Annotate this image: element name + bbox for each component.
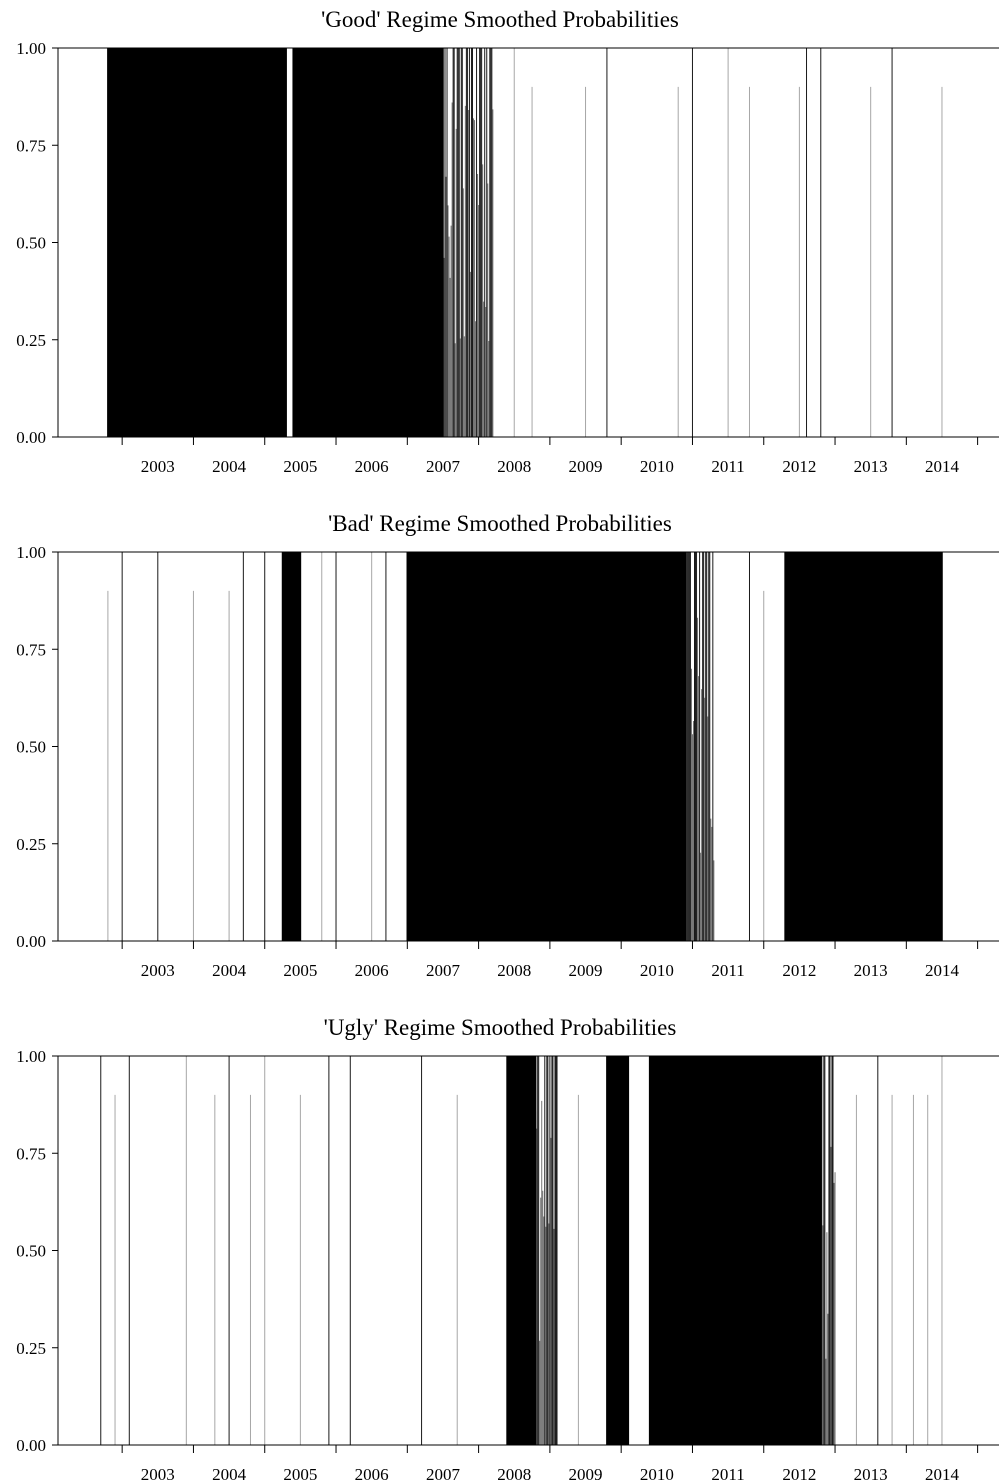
chart-panel-3: 'Ugly' Regime Smoothed Probabilities 0.00… (16, 1015, 999, 1483)
y-tick-label: 1.00 (16, 1047, 46, 1066)
x-tick-label: 2007 (426, 961, 461, 980)
x-tick-label: 2009 (569, 1465, 603, 1483)
x-tick-label: 2010 (640, 961, 674, 980)
x-tick-label: 2006 (355, 457, 389, 476)
x-tick-label: 2008 (497, 961, 531, 980)
x-tick-label: 2011 (711, 457, 744, 476)
y-tick-label: 0.00 (16, 428, 46, 447)
x-tick-label: 2006 (355, 1465, 389, 1483)
chart-title: 'Ugly' Regime Smoothed Probabilities (324, 1015, 677, 1040)
x-tick-label: 2007 (426, 457, 461, 476)
x-tick-label: 2013 (854, 961, 888, 980)
x-tick-label: 2011 (711, 961, 744, 980)
y-tick-label: 0.75 (16, 640, 46, 659)
x-tick-label: 2003 (141, 457, 175, 476)
x-tick-label: 2012 (782, 961, 816, 980)
y-tick-label: 1.00 (16, 543, 46, 562)
y-tick-label: 0.00 (16, 1436, 46, 1455)
x-tick-label: 2008 (497, 1465, 531, 1483)
x-tick-label: 2013 (854, 1465, 888, 1483)
x-tick-label: 2011 (711, 1465, 744, 1483)
x-tick-label: 2012 (782, 457, 816, 476)
x-tick-label: 2012 (782, 1465, 816, 1483)
y-tick-label: 0.50 (16, 738, 46, 757)
x-tick-label: 2007 (426, 1465, 461, 1483)
x-tick-label: 2003 (141, 1465, 175, 1483)
x-tick-label: 2008 (497, 457, 531, 476)
chart-title: 'Bad' Regime Smoothed Probabilities (328, 511, 672, 536)
x-tick-label: 2009 (569, 961, 603, 980)
x-tick-label: 2014 (925, 1465, 960, 1483)
y-tick-label: 0.00 (16, 932, 46, 951)
x-tick-label: 2014 (925, 961, 960, 980)
x-tick-label: 2004 (212, 1465, 247, 1483)
x-tick-label: 2004 (212, 961, 247, 980)
probability-series (100, 1056, 943, 1445)
chart-panel-1: 'Good' Regime Smoothed Probabilities 0.00… (16, 7, 999, 476)
y-tick-label: 0.50 (16, 234, 46, 253)
y-tick-label: 0.25 (16, 835, 46, 854)
probability-series (107, 48, 943, 437)
x-tick-label: 2003 (141, 961, 175, 980)
y-tick-label: 0.75 (16, 136, 46, 155)
x-tick-label: 2005 (283, 961, 317, 980)
x-tick-label: 2005 (283, 457, 317, 476)
y-tick-label: 1.00 (16, 39, 46, 58)
y-tick-label: 0.25 (16, 331, 46, 350)
chart-panel-2: 'Bad' Regime Smoothed Probabilities 0.00 0… (16, 511, 999, 980)
x-tick-label: 2013 (854, 457, 888, 476)
x-tick-label: 2010 (640, 1465, 674, 1483)
probability-series (107, 552, 943, 941)
x-tick-label: 2014 (925, 457, 960, 476)
x-tick-label: 2010 (640, 457, 674, 476)
y-tick-label: 0.75 (16, 1144, 46, 1163)
x-tick-label: 2006 (355, 961, 389, 980)
x-tick-label: 2005 (283, 1465, 317, 1483)
y-tick-label: 0.50 (16, 1242, 46, 1261)
x-tick-label: 2009 (569, 457, 603, 476)
y-tick-label: 0.25 (16, 1339, 46, 1358)
x-tick-label: 2004 (212, 457, 247, 476)
chart-title: 'Good' Regime Smoothed Probabilities (321, 7, 679, 32)
